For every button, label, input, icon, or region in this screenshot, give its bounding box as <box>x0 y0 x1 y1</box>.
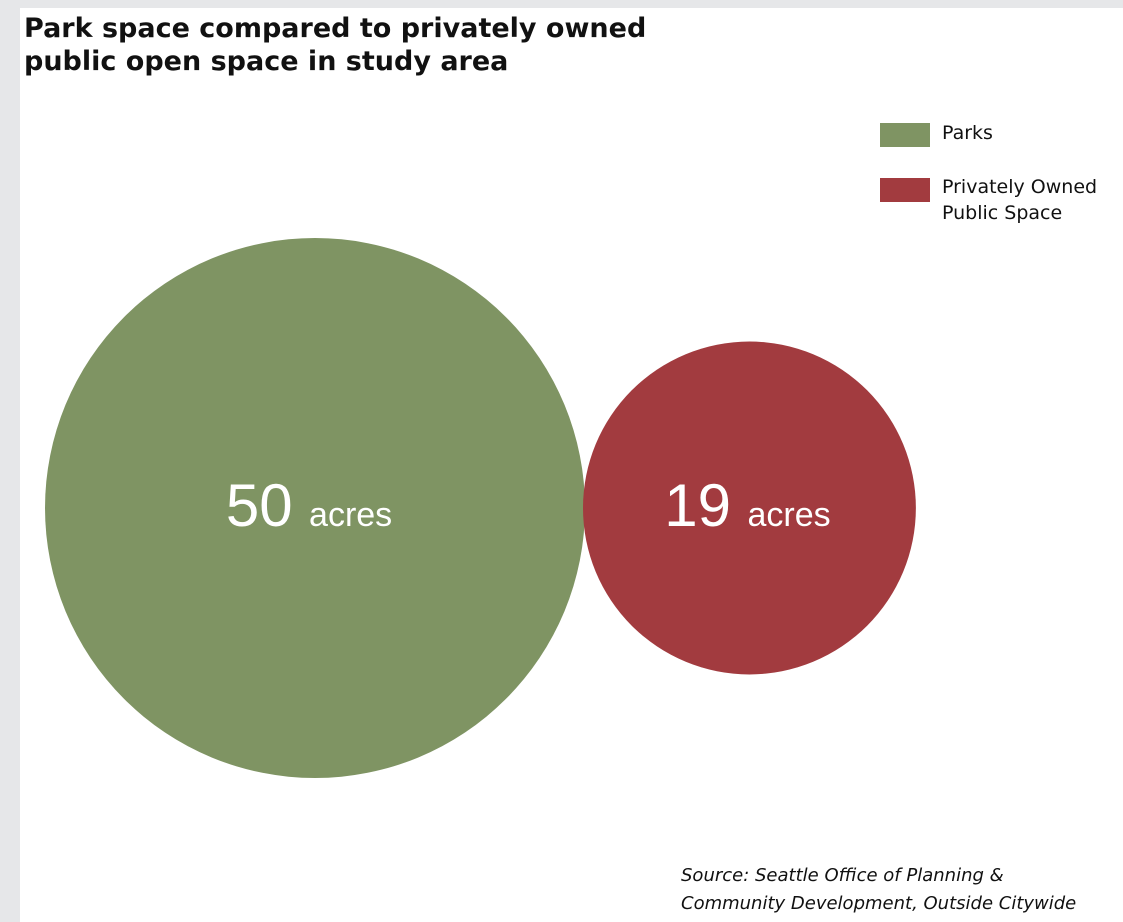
legend-label-line-1: Privately Owned <box>942 176 1098 198</box>
source-line-2: Community Development, Outside Citywide <box>681 893 1077 914</box>
bubble-unit-parks: acres <box>309 496 392 534</box>
chart-title-line-1: Park space compared to privately owned <box>24 13 647 44</box>
legend-label-parks: Parks <box>942 122 993 144</box>
bubble-parks <box>45 238 585 778</box>
bubble-label-parks: 50 acres <box>226 472 392 539</box>
legend-swatch-parks <box>880 123 930 147</box>
legend-label-line-2: Public Space <box>942 202 1063 224</box>
bubble-unit-privately-owned-public-space: acres <box>747 496 830 534</box>
bubble-label-privately-owned-public-space: 19 acres <box>664 472 830 539</box>
source-line-1: Source: Seattle Office of Planning & <box>681 865 1004 886</box>
bubble-value-parks: 50 <box>226 472 293 539</box>
legend-swatch-privately-owned-public-space <box>880 178 930 202</box>
source-note: Source: Seattle Office of Planning & Com… <box>681 862 1121 918</box>
chart-title: Park space compared to privately owned p… <box>24 12 646 78</box>
chart-title-line-2: public open space in study area <box>24 46 509 77</box>
legend-label-privately-owned-public-space: Privately Owned Public Space <box>942 174 1122 226</box>
bubble-value-privately-owned-public-space: 19 <box>664 472 731 539</box>
bubble-privately-owned-public-space <box>583 341 916 675</box>
